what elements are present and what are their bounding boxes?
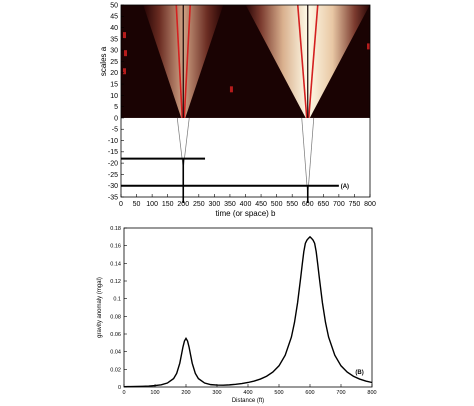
a-y-tick-label-6: 20	[110, 70, 118, 77]
panel-a-x-label: time (or space) b	[215, 209, 276, 218]
a-y-tick-label-10: 0	[114, 115, 118, 122]
b-y-tick-label-4: 0.08	[110, 314, 121, 320]
b-y-tick-label-2: 0.04	[110, 350, 121, 356]
a-x-tick-label-13: 650	[317, 201, 329, 208]
a-x-tick-label-0: 0	[119, 201, 123, 208]
panel-a-x-ticks: 0 50 100 150 200 250 300 350 400 450 500 550 600 650 7…	[119, 194, 376, 208]
b-x-tick-label-5: 500	[274, 390, 283, 396]
red-speck-2	[124, 50, 127, 57]
a-x-tick-label-4: 200	[177, 201, 189, 208]
b-y-tick-label-5: 0.1	[113, 297, 121, 303]
a-y-tick-label-7: 15	[110, 81, 118, 88]
b-y-tick-label-8: 0.16	[110, 244, 121, 250]
a-x-tick-label-10: 500	[271, 201, 283, 208]
panel-b-tag: (B)	[355, 370, 363, 376]
a-y-tick-label-12: -10	[108, 138, 118, 145]
b-y-tick-label-0: 0	[118, 385, 121, 391]
a-y-tick-label-1: 45	[110, 14, 118, 21]
a-x-tick-label-11: 550	[286, 201, 298, 208]
panel-b-x-ticks: 0 100 200 300 400 500 600 700 800	[122, 384, 377, 396]
a-y-tick-label-13: -15	[108, 149, 118, 156]
red-speck-1	[123, 32, 126, 39]
a-y-tick-label-17: -35	[108, 194, 118, 201]
a-x-tick-label-8: 400	[240, 201, 252, 208]
panel-b-frame	[123, 227, 373, 388]
gravity-anomaly-line	[123, 235, 373, 388]
a-y-tick-label-11: -5	[112, 127, 118, 134]
b-y-tick-label-3: 0.06	[110, 332, 121, 338]
a-y-tick-label-16: -30	[108, 183, 118, 190]
panel-b-profile: 0 0.02 0.04 0.06 0.08 0.1 0.12 0.14 0.16 0.18 0 10…	[97, 226, 377, 404]
panel-a-scalogram: 50454035302520151050-5-10-15-20-25-30-35…	[99, 2, 376, 218]
a-y-tick-label-0: 50	[110, 2, 118, 9]
a-x-tick-label-15: 750	[349, 201, 361, 208]
b-x-tick-label-8: 800	[367, 390, 376, 396]
b-y-tick-label-1: 0.02	[110, 367, 121, 373]
ridge-line-right-1	[183, 5, 192, 118]
b-x-tick-label-2: 200	[181, 390, 190, 396]
a-y-tick-label-2: 40	[110, 25, 118, 32]
extrapolation-line-left-2	[301, 117, 309, 196]
a-y-tick-label-15: -25	[108, 172, 118, 179]
b-y-tick-label-9: 0.18	[110, 226, 121, 232]
a-y-tick-label-8: 10	[110, 93, 118, 100]
b-x-tick-label-0: 0	[122, 390, 125, 396]
b-x-tick-label-6: 600	[305, 390, 314, 396]
extrapolation-line-right-1	[182, 117, 190, 169]
extrapolation-line-left-1	[176, 117, 184, 169]
a-x-tick-label-2: 100	[146, 201, 158, 208]
a-x-tick-label-6: 300	[209, 201, 221, 208]
extrapolation-line-right-2	[307, 117, 315, 196]
panel-b-y-label: gravity anomaly (mgal)	[97, 277, 103, 338]
b-y-tick-label-7: 0.14	[110, 261, 121, 267]
b-x-tick-label-4: 400	[243, 390, 252, 396]
red-speck-3	[123, 68, 126, 75]
b-y-tick-label-6: 0.12	[110, 279, 121, 285]
panel-b-x-label: Distance (ft)	[232, 398, 264, 404]
red-speck-5	[367, 43, 370, 50]
panel-a-tag: (A)	[341, 184, 349, 190]
b-x-tick-label-1: 100	[150, 390, 159, 396]
ridge-line-left-2	[296, 5, 308, 118]
a-x-tick-label-14: 700	[333, 201, 345, 208]
ridge-line-left-1	[175, 5, 184, 118]
scalogram-cones	[123, 5, 370, 118]
a-x-tick-label-1: 50	[133, 201, 141, 208]
b-x-tick-label-7: 700	[336, 390, 345, 396]
a-x-tick-label-3: 150	[162, 201, 174, 208]
panel-a-y-label: scales a	[99, 46, 108, 76]
a-x-tick-label-7: 350	[224, 201, 236, 208]
ridge-line-right-2	[307, 5, 319, 118]
a-x-tick-label-16: 800	[364, 201, 376, 208]
b-x-tick-label-3: 300	[212, 390, 221, 396]
panel-a-lines	[121, 117, 339, 203]
a-y-tick-label-9: 5	[114, 104, 118, 111]
red-speck-4	[229, 86, 233, 93]
a-x-tick-label-12: 600	[302, 201, 314, 208]
a-x-tick-label-5: 250	[193, 201, 205, 208]
a-x-tick-label-9: 450	[255, 201, 267, 208]
a-y-tick-label-5: 25	[110, 59, 118, 66]
a-y-tick-label-3: 35	[110, 36, 118, 43]
panel-b-y-ticks: 0 0.02 0.04 0.06 0.08 0.1 0.12 0.14 0.16 0.18	[110, 226, 127, 391]
a-y-tick-label-4: 30	[110, 48, 118, 55]
a-y-tick-label-14: -20	[108, 161, 118, 168]
